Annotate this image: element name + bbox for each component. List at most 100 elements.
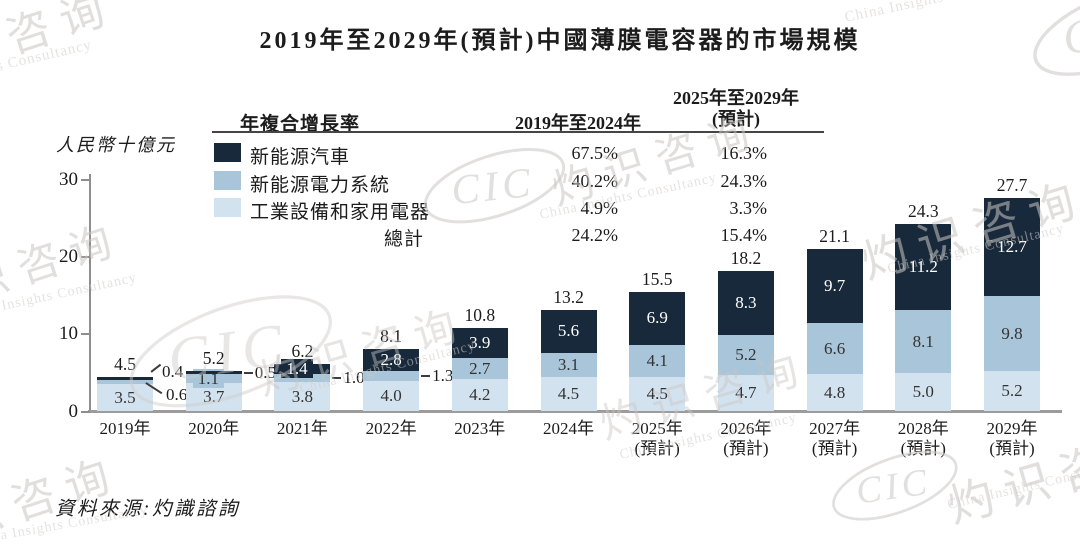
bar-segment-new-energy-vehicles	[895, 223, 952, 311]
leader-dash	[421, 374, 431, 377]
y-tick-label: 30	[59, 168, 78, 190]
bar-segment-new-energy-vehicles	[984, 197, 1040, 296]
bar-segment-new-energy-vehicles	[97, 376, 153, 380]
cagr-value-period2: 15.4%	[720, 225, 768, 245]
bar-segment-new-energy-power-systems	[97, 379, 153, 385]
bar-segment-label: 5.6	[557, 321, 580, 341]
bar-segment-label: 4.2	[469, 385, 491, 405]
y-tick-mark	[81, 256, 90, 259]
y-tick-label: 20	[59, 246, 78, 268]
bar-total-label: 15.5	[641, 268, 673, 289]
x-axis-year: 2026年	[720, 419, 772, 438]
x-axis-year: 2024年	[543, 419, 594, 438]
x-axis-note: (預計)	[900, 439, 946, 458]
cagr-table: 年複合增長率 2019年至2024年 2025年至2029年 (預計) 新能源汽…	[212, 86, 826, 256]
bar-segment-new-energy-vehicles	[451, 328, 508, 359]
x-axis-label: 2029年 (預計)	[966, 419, 1058, 459]
x-axis-year: 2020年	[188, 419, 240, 438]
bar-segment-industrial-and-home-appliances	[363, 380, 420, 412]
bar-segment-label: 4.1	[646, 350, 668, 370]
bar-segment-new-energy-power-systems	[629, 345, 686, 377]
bar-segment-new-energy-power-systems	[274, 374, 331, 383]
x-axis-note: (預計)	[989, 439, 1035, 458]
bar-segment-new-energy-power-systems	[806, 323, 863, 375]
bar-segment-new-energy-vehicles	[629, 291, 686, 346]
bar-total-label: 24.3	[907, 200, 939, 221]
bar-segment-label: 4.7	[735, 383, 757, 403]
bar-segment-new-energy-vehicles	[185, 370, 242, 375]
leader-dash	[243, 371, 253, 374]
bar-segment-label: 9.8	[1001, 323, 1023, 343]
bar-segment-label: 3.5	[114, 387, 136, 407]
x-axis-year: 2027年	[809, 419, 861, 438]
bar-segment-label: 6.9	[646, 308, 668, 328]
bar-segment-label: 1.4	[281, 359, 313, 379]
x-axis-note: (預計)	[811, 439, 858, 458]
x-axis-label: 2020年	[168, 419, 260, 439]
cagr-value-period2: 3.3%	[729, 198, 768, 218]
y-tick-label: 10	[59, 323, 78, 345]
legend-swatch-new-energy-vehicles	[214, 143, 241, 162]
bar-segment-label: 0.4	[162, 361, 184, 381]
y-tick-mark	[81, 333, 90, 336]
bar-segment-label: 3.8	[291, 386, 314, 406]
bar-segment-label: 3.1	[557, 354, 580, 374]
bar-segment-new-energy-power-systems	[451, 358, 508, 380]
bar-segment-new-energy-power-systems	[717, 335, 774, 376]
y-tick-mark	[81, 410, 90, 413]
bar-segment-label: 5.2	[1001, 381, 1023, 401]
bar-segment-label: 4.8	[823, 382, 846, 402]
cagr-period2-header-line2: (預計)	[712, 109, 760, 129]
x-axis-year: 2028年	[897, 419, 949, 438]
bar-segment-new-energy-power-systems	[895, 310, 952, 373]
y-axis-unit-label: 人民幣十億元	[56, 135, 176, 155]
legend-label: 新能源電力系統	[250, 175, 391, 196]
bar-segment-label: 8.3	[735, 293, 757, 313]
x-axis-label: 2023年	[434, 419, 526, 439]
x-axis-label: 2025年 (預計)	[611, 419, 703, 459]
bar-segment-industrial-and-home-appliances	[274, 382, 331, 412]
x-axis-label: 2027年 (預計)	[789, 419, 881, 459]
x-axis-label: 2024年	[523, 419, 615, 439]
legend-label: 新能源汽車	[250, 147, 351, 168]
bar-segment-label: 5.0	[912, 382, 934, 402]
legend-label: 工業設備和家用電器	[250, 202, 431, 223]
bar-segment-industrial-and-home-appliances	[540, 376, 597, 412]
x-axis-label: 2019年	[79, 419, 171, 439]
cagr-value-period2: 16.3%	[720, 143, 768, 163]
cagr-value-period2: 24.3%	[720, 171, 768, 191]
cagr-row-new-energy-vehicles: 新能源汽車 67.5% 16.3%	[212, 142, 826, 168]
bar-segment-label: 12.7	[997, 236, 1027, 256]
cagr-value-period1: 67.5%	[571, 143, 619, 163]
bar-segment-new-energy-power-systems	[363, 370, 420, 381]
x-axis-note: (預計)	[723, 439, 769, 458]
bar-segment-label: 1.3	[432, 365, 454, 385]
bar-segment-label: 11.2	[908, 257, 938, 277]
bar-segment-industrial-and-home-appliances	[97, 384, 153, 412]
bar-segment-label: 4.5	[557, 384, 580, 404]
legend-label-total: 總計	[383, 229, 424, 250]
x-axis-year: 2022年	[365, 419, 417, 438]
x-axis-label: 2022年	[345, 419, 437, 439]
cagr-row-industrial-and-home-appliances: 工業設備和家用電器 4.9% 3.3%	[212, 197, 826, 223]
bar-segment-label: 8.1	[912, 331, 934, 351]
x-axis-note: (預計)	[634, 439, 680, 458]
legend-swatch-new-energy-power-systems	[214, 171, 241, 190]
bar-segment-industrial-and-home-appliances	[806, 374, 863, 412]
bar-segment-label: 9.7	[823, 276, 846, 296]
cagr-value-period1: 4.9%	[580, 198, 619, 218]
bar-segment-label: 0.6	[166, 385, 188, 405]
bar-segment-label: 3.9	[469, 333, 491, 353]
bar-segment-new-energy-vehicles	[540, 309, 597, 353]
source-note: 資料來源:灼識諮詢	[55, 499, 240, 520]
bar-segment-industrial-and-home-appliances	[451, 379, 508, 412]
bar-segment-industrial-and-home-appliances	[984, 371, 1040, 412]
bar-segment-new-energy-vehicles	[717, 270, 774, 336]
bar-total-label: 5.2	[202, 347, 225, 368]
bar-segment-new-energy-vehicles	[806, 248, 863, 324]
x-axis-year: 2029年	[986, 419, 1038, 438]
bar-segment-label: 1.0	[343, 368, 365, 388]
bar-segment-new-energy-power-systems	[540, 352, 597, 377]
